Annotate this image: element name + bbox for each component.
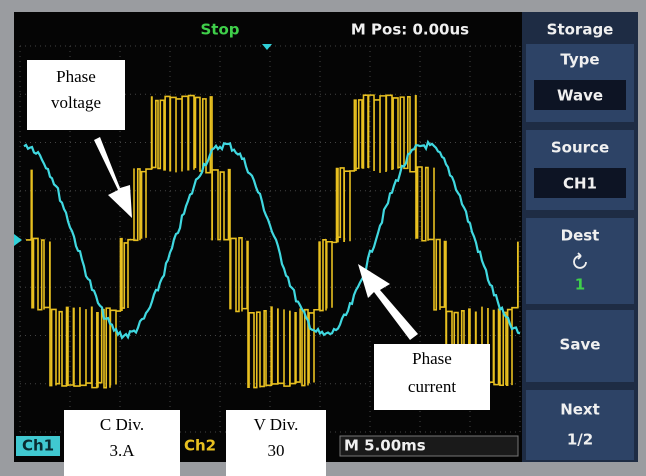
annotation-box [64, 410, 180, 476]
rotate-icon [573, 252, 587, 269]
menu-label: Type [560, 51, 599, 69]
timebase: M 5.00ms [344, 437, 426, 455]
run-status: Stop [200, 21, 239, 39]
annotation-text: Phase [412, 349, 452, 368]
menu-label: Save [560, 336, 601, 354]
menu-item[interactable]: Save [526, 310, 634, 382]
menu-value-box [534, 168, 626, 198]
menu-item[interactable]: Dest 1 [526, 218, 634, 304]
menu-item[interactable]: Source CH1 [526, 130, 634, 210]
ch1-badge [16, 436, 60, 456]
position-readout: M Pos: 0.00us [351, 21, 469, 39]
menu-item[interactable]: Next 1/2 [526, 390, 634, 460]
annotation-text: voltage [51, 93, 101, 112]
arrow [94, 137, 132, 218]
annotation-text: current [408, 377, 456, 396]
annotation-box [27, 60, 125, 130]
ch1-marker [14, 234, 22, 246]
annotation-text: C Div. [100, 415, 144, 434]
menu-button [526, 218, 634, 304]
menu-label: Next [560, 401, 600, 419]
menu-value: CH1 [563, 175, 597, 193]
ch2-label: Ch2 [184, 437, 216, 455]
menu-value: 1/2 [567, 431, 593, 449]
annotation-text: Phase [56, 67, 96, 86]
menu-label: Source [551, 139, 609, 157]
menu-button [526, 390, 634, 460]
menu-value-box [534, 80, 626, 110]
voltage-trace [26, 94, 519, 389]
trigger-marker [262, 44, 272, 50]
arrow [358, 264, 418, 340]
current-trace [23, 139, 521, 340]
annotation-text: 30 [268, 441, 285, 460]
annotation-text: V Div. [254, 415, 299, 434]
menu-title: Storage [547, 21, 614, 39]
menu-label: Dest [561, 227, 600, 245]
annotation-box [226, 410, 326, 476]
timebase-box [339, 435, 519, 457]
annotation-text: 3.A [109, 441, 135, 460]
menu-value: 1 [575, 276, 585, 294]
ch1-label: Ch1 [22, 437, 54, 455]
menu-value: Wave [557, 87, 603, 105]
annotation-box [374, 344, 490, 410]
menu-item[interactable]: Type Wave [526, 44, 634, 122]
menu-button [526, 310, 634, 382]
